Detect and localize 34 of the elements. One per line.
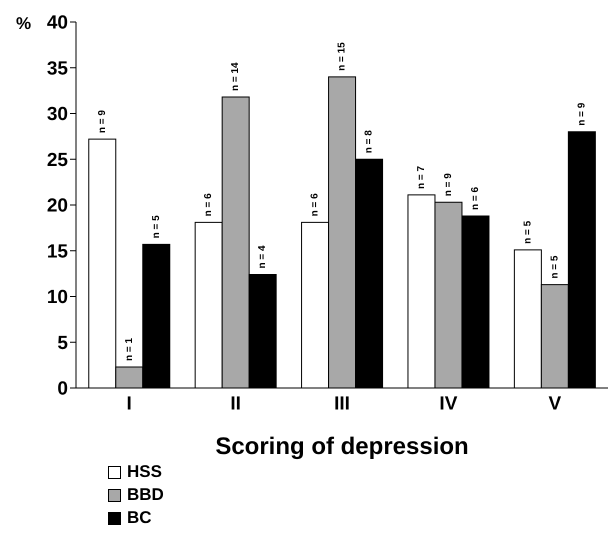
legend-label: BC [127, 508, 152, 528]
annotation: n = 8 [364, 130, 375, 154]
annotation: n = 4 [257, 245, 268, 269]
y-axis-title: % [16, 14, 32, 34]
x-tick-label: III [334, 393, 350, 414]
x-tick-label: II [230, 393, 241, 414]
annotation: n = 1 [124, 337, 135, 361]
y-tick-label: 25 [46, 150, 68, 171]
annotation: n = 9 [96, 110, 108, 134]
annotation: n = 15 [336, 42, 348, 71]
annotation: n = 5 [549, 255, 560, 279]
y-tick-label: 10 [46, 287, 68, 308]
annotation: n = 14 [230, 62, 242, 92]
y-tick-label: 5 [57, 332, 68, 354]
annotation: n = 9 [576, 102, 588, 126]
legend-label: BBD [127, 485, 164, 505]
annotation: n = 5 [522, 220, 534, 244]
y-tick-label: 20 [46, 196, 68, 217]
x-axis-title: Scoring of depression [215, 433, 469, 460]
annotation: n = 6 [203, 192, 214, 216]
annotation: n = 7 [416, 165, 427, 189]
y-tick-label: 30 [46, 104, 68, 126]
y-tick-label: 15 [46, 241, 68, 262]
annotation: n = 9 [442, 172, 454, 196]
annotation: n = 5 [150, 214, 162, 238]
annotation: n = 6 [470, 186, 481, 210]
y-tick-label: 0 [57, 378, 68, 400]
y-tick-label: 40 [46, 12, 68, 34]
x-tick-label: IV [439, 393, 458, 414]
annotation: n = 6 [310, 192, 321, 216]
legend-label: HSS [127, 462, 162, 482]
x-tick-label: V [548, 393, 562, 414]
y-tick-label: 35 [46, 58, 68, 80]
x-tick-label: I [126, 393, 132, 414]
